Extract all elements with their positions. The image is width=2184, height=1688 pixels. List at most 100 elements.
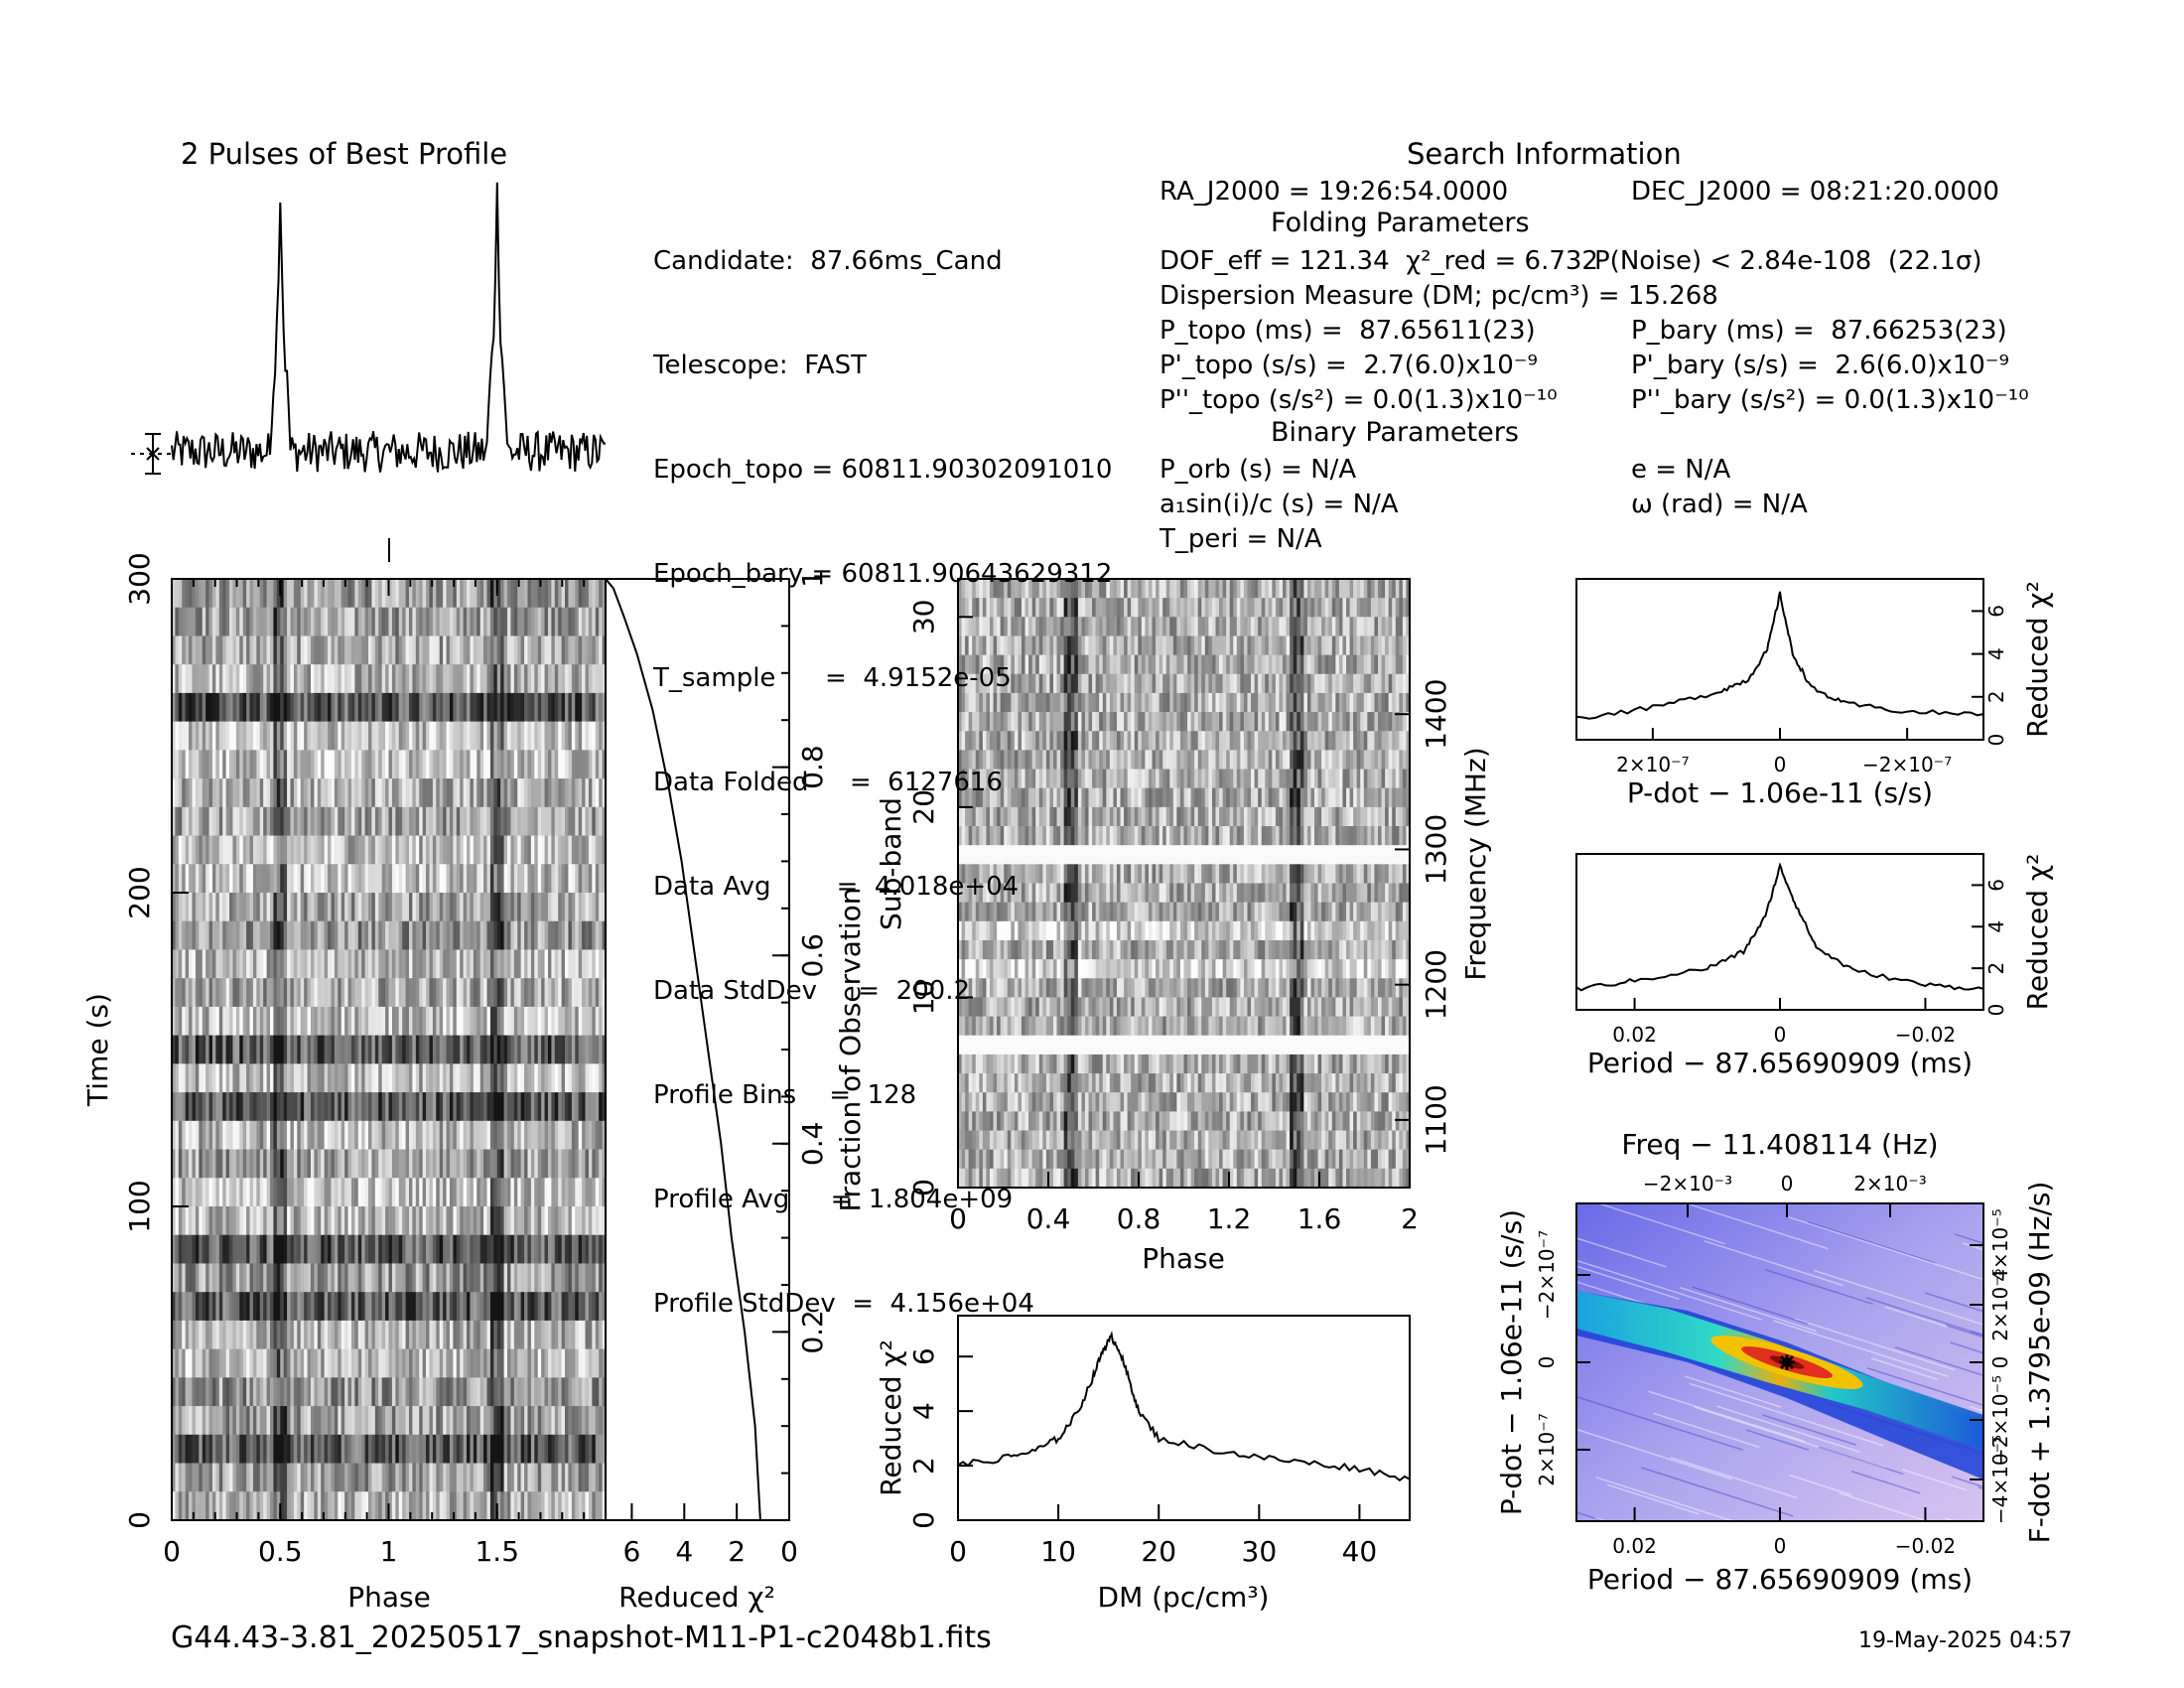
time-phase-cell [310, 1234, 315, 1264]
time-phase-cell [602, 607, 607, 636]
time-phase-cell [506, 1348, 511, 1378]
time-phase-cell [259, 1292, 264, 1322]
subband-cell [1374, 617, 1379, 636]
time-phase-cell [381, 920, 386, 950]
time-phase-cell [565, 1320, 569, 1350]
time-phase-cell [419, 1377, 424, 1407]
time-phase-cell [270, 1006, 274, 1037]
time-phase-cell [477, 778, 481, 808]
time-phase-cell [602, 1006, 607, 1037]
time-phase-cell [582, 1292, 586, 1322]
subband-cell [1283, 617, 1287, 636]
time-phase-cell [398, 1263, 403, 1293]
time-phase-cell [178, 893, 183, 922]
time-phase-cell [463, 1234, 468, 1264]
time-phase-cell [412, 978, 417, 1008]
time-phase-cell [252, 1063, 257, 1093]
subband-cell [982, 617, 987, 636]
time-phase-cell [595, 949, 600, 979]
time-phase-cell [517, 692, 522, 723]
time-phase-cell [239, 1006, 244, 1037]
time-phase-cell [205, 1320, 209, 1350]
time-phase-cell [554, 1035, 559, 1064]
subband-cell [1402, 635, 1407, 656]
time-phase-cell [276, 1178, 281, 1207]
time-phase-cell [558, 806, 563, 836]
time-phase-cell [205, 607, 209, 636]
time-phase-cell [175, 978, 180, 1008]
time-phase-cell [357, 1178, 362, 1207]
time-phase-cell [534, 1463, 539, 1492]
time-phase-cell [304, 664, 308, 694]
time-phase-cell [273, 893, 278, 922]
time-phase-cell [205, 721, 209, 751]
subband-cell [1162, 617, 1167, 636]
time-phase-cell [235, 1292, 240, 1322]
time-phase-cell [202, 1149, 206, 1179]
time-phase-cell [544, 1320, 549, 1350]
time-phase-cell [266, 893, 271, 922]
time-phase-cell [338, 1320, 342, 1350]
time-phase-cell [575, 949, 580, 979]
time-phase-cell [293, 1434, 298, 1464]
subband-cell [1148, 598, 1153, 618]
time-phase-cell [544, 692, 549, 723]
subband-cell [979, 598, 984, 618]
time-phase-cell [246, 949, 250, 979]
subband-cell [1052, 579, 1057, 599]
time-phase-cell [172, 1292, 176, 1322]
time-phase-cell [446, 1063, 451, 1093]
time-phase-cell [195, 750, 200, 779]
time-phase-cell [256, 893, 261, 922]
time-phase-cell [479, 778, 484, 808]
time-phase-cell [350, 750, 355, 779]
time-phase-cell [361, 1491, 365, 1521]
subband-cell [1243, 635, 1248, 656]
time-phase-cell [561, 778, 566, 808]
time-phase-cell [317, 1178, 322, 1207]
time-phase-cell [259, 1178, 264, 1207]
time-phase-cell [211, 635, 216, 665]
time-phase-cell [446, 1035, 451, 1064]
time-phase-cell [544, 721, 549, 751]
time-phase-cell [314, 692, 319, 723]
time-phase-cell [561, 1434, 566, 1464]
time-phase-cell [449, 1035, 454, 1064]
time-phase-cell [391, 750, 396, 779]
time-phase-cell [232, 664, 237, 694]
time-phase-cell [229, 1063, 233, 1093]
subband-cell [1353, 617, 1358, 636]
subband-cell [979, 654, 984, 675]
time-phase-cell [357, 1434, 362, 1464]
time-phase-cell [273, 778, 278, 808]
time-phase-cell [350, 635, 355, 665]
time-phase-cell [395, 635, 400, 665]
subband-cell [1148, 654, 1153, 675]
time-phase-cell [270, 893, 274, 922]
time-phase-cell [178, 721, 183, 751]
time-phase-cell [571, 721, 576, 751]
time-phase-cell [178, 1149, 183, 1179]
time-phase-cell [215, 806, 220, 836]
time-phase-cell [175, 1234, 180, 1264]
time-phase-cell [361, 1063, 365, 1093]
time-phase-cell [270, 1292, 274, 1322]
time-phase-cell [381, 1063, 386, 1093]
time-phase-cell [588, 978, 593, 1008]
time-phase-cell [520, 1063, 525, 1093]
time-phase-cell [439, 750, 444, 779]
time-phase-cell [215, 1491, 220, 1521]
time-phase-cell [554, 1092, 559, 1122]
time-phase-cell [229, 949, 233, 979]
time-phase-cell [592, 1120, 597, 1150]
time-phase-cell [530, 920, 535, 950]
time-phase-cell [259, 1120, 264, 1150]
time-phase-cell [537, 1348, 542, 1378]
time-phase-cell [208, 1348, 213, 1378]
time-phase-cell [426, 978, 430, 1008]
subband-cell [1243, 617, 1248, 636]
time-phase-cell [422, 692, 427, 723]
time-phase-cell [205, 920, 209, 950]
time-phase-cell [510, 1292, 515, 1322]
time-phase-cell [229, 1377, 233, 1407]
